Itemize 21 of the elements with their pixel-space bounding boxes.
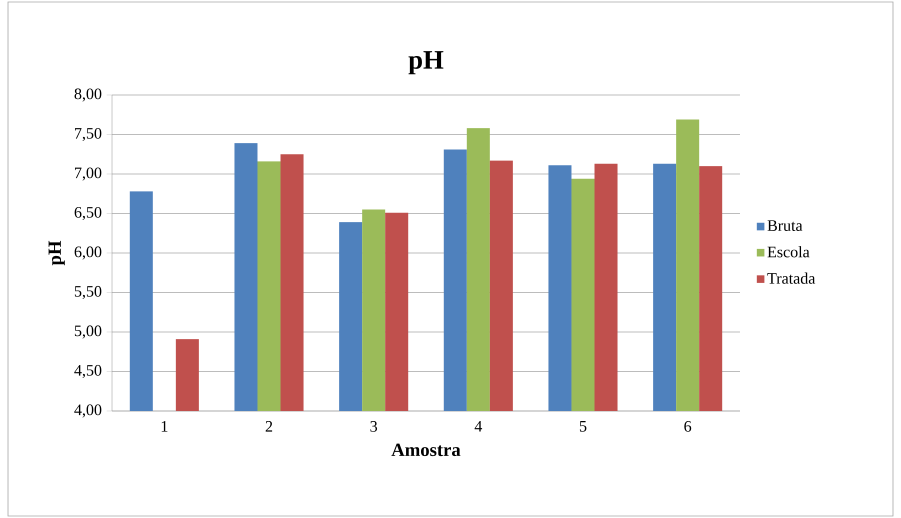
y-tick-label: 4,00 xyxy=(74,404,102,418)
legend-label: Tratada xyxy=(767,272,816,284)
x-tick-label: 1 xyxy=(162,421,168,432)
x-tick-label: 3 xyxy=(370,421,378,432)
y-tick-label: 4,50 xyxy=(74,364,102,378)
chart-title: pH xyxy=(408,51,444,74)
y-tick-label: 7,00 xyxy=(75,167,102,181)
y-axis-title: pH xyxy=(48,240,65,266)
x-tick-label: 5 xyxy=(580,421,586,432)
y-tick-label: 5,50 xyxy=(74,286,102,300)
y-tick-label: 6,50 xyxy=(74,206,102,220)
y-tick-label: 8,00 xyxy=(74,88,102,102)
x-axis-title: Amostra xyxy=(391,444,460,456)
y-tick-label: 5,00 xyxy=(74,325,102,339)
x-tick-label: 6 xyxy=(684,421,692,432)
x-tick-label: 2 xyxy=(266,421,272,432)
y-tick-label: 6,00 xyxy=(74,246,102,260)
x-tick-label: 4 xyxy=(474,421,482,432)
y-tick-label: 7,50 xyxy=(75,128,102,142)
legend-label: Escola xyxy=(768,246,810,258)
legend-label: Bruta xyxy=(768,220,802,231)
